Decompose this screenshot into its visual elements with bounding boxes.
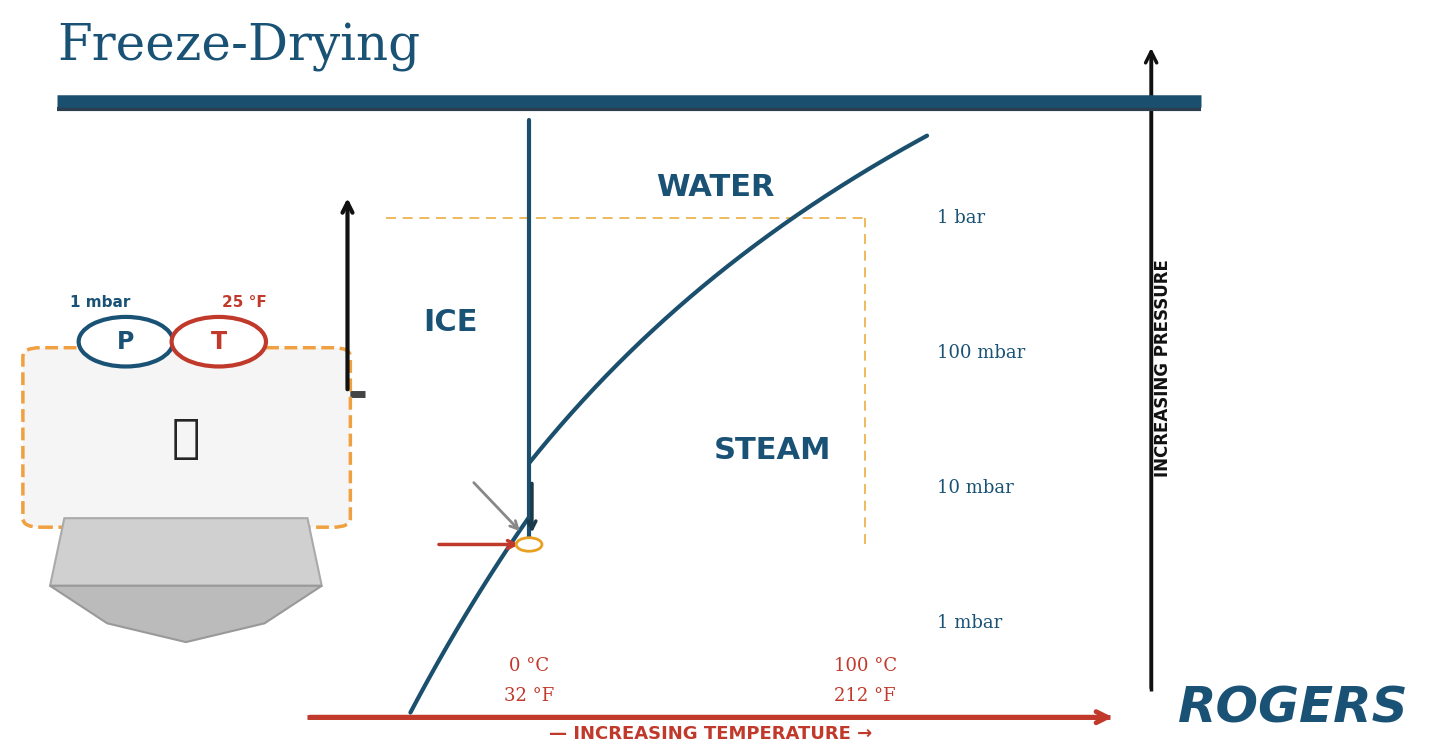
Text: 0 °C: 0 °C [509, 657, 549, 675]
Text: 100 mbar: 100 mbar [937, 344, 1025, 362]
Text: INCREASING PRESSURE: INCREASING PRESSURE [1154, 259, 1171, 477]
Text: 🧊: 🧊 [172, 417, 200, 462]
Text: 10 mbar: 10 mbar [937, 479, 1014, 497]
Text: — INCREASING TEMPERATURE →: — INCREASING TEMPERATURE → [549, 725, 872, 743]
Circle shape [79, 317, 173, 366]
Text: 32 °F: 32 °F [503, 687, 555, 705]
Text: T: T [210, 330, 227, 354]
Text: WATER: WATER [656, 173, 774, 202]
Text: 212 °F: 212 °F [834, 687, 897, 705]
Text: P: P [117, 330, 134, 354]
Circle shape [516, 538, 542, 551]
Text: 1 mbar: 1 mbar [70, 295, 130, 310]
Polygon shape [50, 586, 322, 642]
Text: ICE: ICE [423, 309, 478, 337]
Text: 1 bar: 1 bar [937, 209, 985, 227]
Text: 25 °F: 25 °F [222, 295, 267, 310]
Text: STEAM: STEAM [714, 436, 831, 465]
Text: ROGERS: ROGERS [1178, 684, 1409, 732]
Text: Freeze-Drying: Freeze-Drying [57, 23, 420, 72]
FancyBboxPatch shape [23, 348, 350, 527]
Text: 100 °C: 100 °C [834, 657, 897, 675]
Text: 1 mbar: 1 mbar [937, 614, 1002, 632]
Circle shape [172, 317, 266, 366]
Polygon shape [50, 518, 322, 586]
